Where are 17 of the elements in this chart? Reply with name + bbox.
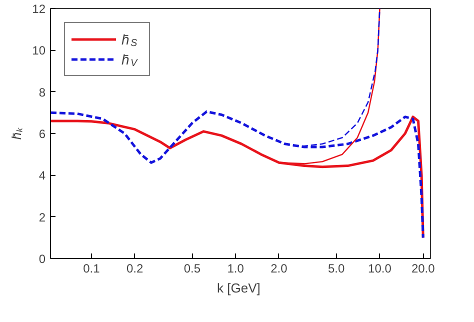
x-tick-label: 0.2 [126, 262, 144, 276]
x-tick-label: 2.0 [270, 262, 288, 276]
x-tick-label: 5.0 [328, 262, 346, 276]
x-tick-label: 0.1 [83, 262, 100, 276]
y-tick-label: 12 [32, 2, 46, 16]
y-tick-label: 2 [38, 210, 46, 224]
x-axis-title: k [GeV] [217, 280, 260, 296]
y-tick-label: 0 [38, 252, 46, 266]
y-tick-label: 4 [38, 168, 46, 183]
y-tick-label: 8 [38, 85, 46, 100]
x-tick-label: 10.0 [368, 262, 392, 276]
x-tick-label: 1.0 [227, 262, 244, 276]
y-axis-title: h̄ₖ [9, 126, 24, 140]
y-tick-label: 6 [38, 127, 46, 141]
x-tick-label: 0.5 [184, 262, 201, 276]
y-tick-label: 10 [32, 44, 46, 58]
x-tick-label: 20.0 [411, 262, 436, 276]
